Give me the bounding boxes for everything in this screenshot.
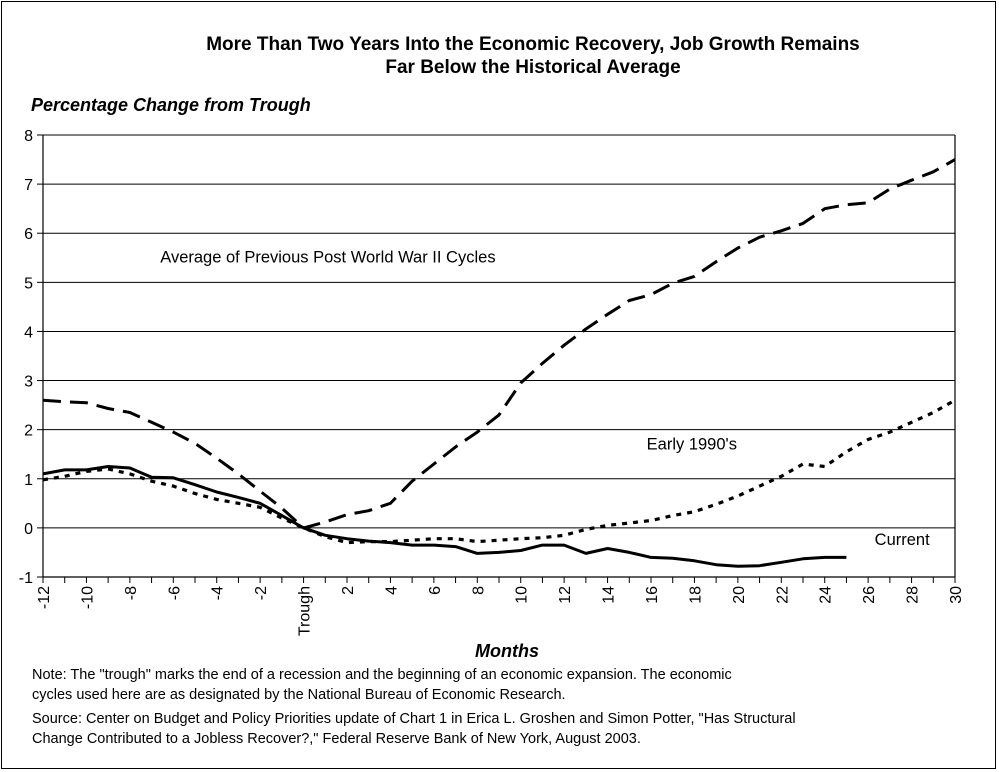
annotations: Average of Previous Post World War II Cy… xyxy=(160,249,930,549)
axes xyxy=(37,134,956,583)
x-tick-label: -2 xyxy=(253,586,270,600)
y-tick-label: 5 xyxy=(24,275,33,292)
y-tick-label: 4 xyxy=(24,324,33,341)
x-tick-label: 14 xyxy=(601,586,618,604)
series-annotation-2: Current xyxy=(875,531,930,549)
chart-title-line-2: Far Below the Historical Average xyxy=(385,57,681,78)
y-tick-label: 6 xyxy=(24,226,33,243)
y-tick-label: 0 xyxy=(24,521,33,538)
series-line-2 xyxy=(42,465,847,568)
x-tick-label: 6 xyxy=(427,586,444,595)
x-tick-label: 28 xyxy=(905,586,922,604)
y-axis-label: Percentage Change from Trough xyxy=(31,95,311,115)
x-tick-label: 2 xyxy=(340,586,357,595)
x-tick-label: 4 xyxy=(383,586,400,595)
source-line-1: Source: Center on Budget and Policy Prio… xyxy=(32,711,796,727)
chart-title-line-1: More Than Two Years Into the Economic Re… xyxy=(206,34,860,55)
y-tick-label: 8 xyxy=(24,128,33,145)
series-annotation-0: Average of Previous Post World War II Cy… xyxy=(160,249,495,267)
series-lines xyxy=(42,158,956,568)
y-tick-label: 1 xyxy=(24,472,33,489)
x-tick-label: -10 xyxy=(79,586,96,609)
gridlines xyxy=(43,134,955,578)
series-line-0 xyxy=(42,158,956,530)
x-tick-label: 20 xyxy=(731,586,748,604)
x-tick-label: -12 xyxy=(36,586,53,609)
x-tick-label: 18 xyxy=(687,586,704,604)
y-tick-label: -1 xyxy=(19,570,33,587)
series-annotation-1: Early 1990's xyxy=(647,435,737,453)
x-axis-label: Months xyxy=(475,641,539,661)
x-tick-label: 16 xyxy=(644,586,661,604)
note-line-1: Note: The "trough" marks the end of a re… xyxy=(32,667,732,683)
note-line-2: cycles used here are as designated by th… xyxy=(32,687,566,703)
y-tick-label: 7 xyxy=(24,177,33,194)
series-line-1 xyxy=(42,398,956,545)
x-tick-label: Trough xyxy=(297,586,314,636)
x-tick-label: -4 xyxy=(210,586,227,600)
x-tick-label: 26 xyxy=(861,586,878,604)
x-tick-label: 8 xyxy=(470,586,487,595)
x-tick-label: 12 xyxy=(557,586,574,604)
x-tick-label: -6 xyxy=(166,586,183,600)
y-tick-labels: -1 0 1 2 3 4 5 6 7 8 xyxy=(19,128,33,587)
x-tick-label: -8 xyxy=(123,586,140,600)
y-tick-label: 3 xyxy=(24,374,33,391)
x-tick-labels: -12 -10 -8 -6 -4 -2 Trough 2 4 6 8 10 12 14 16 18 20 22 24… xyxy=(36,586,965,636)
x-tick-label: 30 xyxy=(948,586,965,604)
source-line-2: Change Contributed to a Jobless Recover?… xyxy=(32,731,641,747)
x-tick-label: 22 xyxy=(774,586,791,604)
x-tick-label: 10 xyxy=(514,586,531,604)
x-tick-label: 24 xyxy=(818,586,835,604)
y-tick-label: 2 xyxy=(24,423,33,440)
